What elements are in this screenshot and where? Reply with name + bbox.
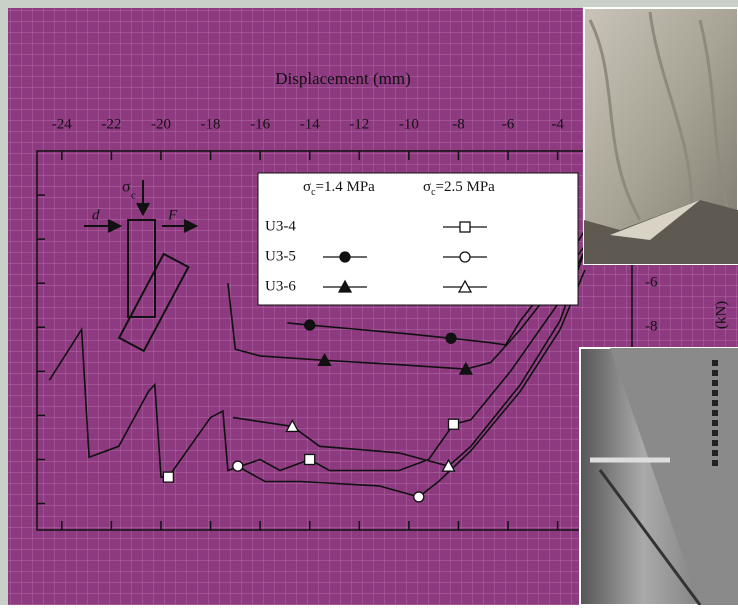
- x-tick-label: -18: [201, 116, 221, 132]
- header-text: =2.5 MPa: [436, 179, 496, 195]
- x-tick-label: -4: [551, 116, 564, 132]
- inset-displacement: d: [92, 207, 100, 223]
- x-tick-label: -22: [101, 116, 121, 132]
- x-tick-label: -6: [502, 116, 515, 132]
- header-text: =1.4 MPa: [316, 179, 376, 195]
- legend-row-label: U3-4: [265, 218, 296, 234]
- inset-stress: σ: [122, 179, 131, 196]
- x-axis-title: Displacement (mm): [275, 69, 411, 88]
- marker: [305, 454, 315, 464]
- legend-row-label: U3-6: [265, 278, 296, 294]
- marker: [460, 222, 470, 232]
- marker: [163, 472, 173, 482]
- chart: Displacement (mm) -2-4-6-8-10-12-14-16(k…: [0, 0, 738, 605]
- x-tick-label: -14: [300, 116, 320, 132]
- marker: [414, 492, 424, 502]
- x-tick-label: -12: [349, 116, 369, 132]
- marker: [305, 320, 315, 330]
- marker: [460, 252, 470, 262]
- y-tick-label: -6: [645, 275, 658, 291]
- x-tick-label: -16: [250, 116, 270, 132]
- inset-force: F: [167, 207, 178, 223]
- marker: [449, 419, 459, 429]
- x-tick-label: -20: [151, 116, 171, 132]
- x-tick-label: -8: [452, 116, 465, 132]
- page: Displacement (mm) -2-4-6-8-10-12-14-16(k…: [0, 0, 738, 605]
- legend-row-label: U3-5: [265, 248, 296, 264]
- photo-bottom: [580, 348, 738, 605]
- marker: [233, 461, 243, 471]
- marker: [340, 252, 350, 262]
- y-axis-title: (kN): [713, 301, 729, 329]
- symbol: σ: [303, 179, 311, 195]
- x-tick-label: -10: [399, 116, 419, 132]
- inset-stress-sub: c: [131, 190, 136, 202]
- x-tick-label: -24: [52, 116, 72, 132]
- symbol: σ: [423, 179, 431, 195]
- marker: [446, 333, 456, 343]
- photo-top: [584, 8, 738, 264]
- y-tick-label: -8: [645, 319, 658, 335]
